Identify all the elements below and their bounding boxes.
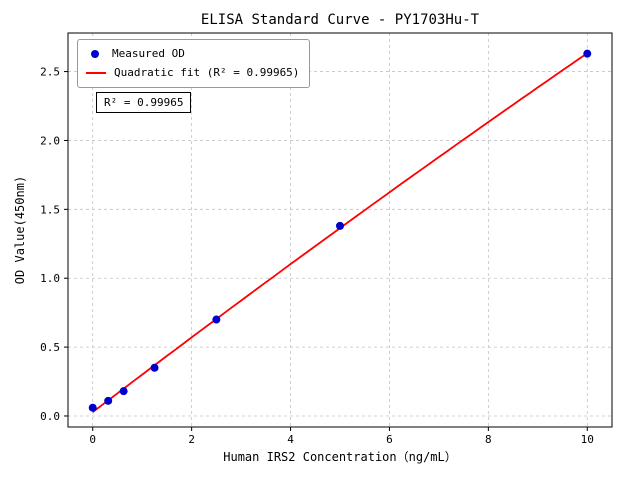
y-tick-label: 0.0	[40, 410, 60, 423]
legend-label-measured-od: Measured OD	[112, 47, 185, 60]
y-tick-label: 1.0	[40, 272, 60, 285]
x-tick-label: 6	[386, 433, 393, 446]
x-tick-label: 10	[581, 433, 594, 446]
measured-od-point	[88, 403, 97, 412]
r-squared-annotation: R² = 0.99965	[96, 92, 192, 113]
x-tick-label: 0	[89, 433, 96, 446]
measured-od-point	[150, 363, 159, 372]
x-tick-label: 2	[188, 433, 195, 446]
x-tick-label: 8	[485, 433, 492, 446]
plot-frame	[67, 32, 613, 428]
y-axis-label: OD Value(450nm)	[13, 175, 27, 285]
measured-od-point	[212, 315, 221, 324]
legend-label-quadratic-fit: Quadratic fit (R² = 0.99965)	[114, 65, 300, 79]
chart-title: ELISA Standard Curve - PY1703Hu-T	[200, 12, 480, 28]
measured-od-point	[104, 396, 113, 405]
y-tick-label: 0.5	[40, 341, 60, 354]
legend: Measured OD Quadratic fit (R² = 0.99965)	[77, 39, 311, 89]
scatter-marker-icon	[91, 50, 99, 59]
line-marker-icon	[86, 72, 106, 75]
x-tick-label: 4	[287, 433, 294, 446]
y-tick-label: 2.5	[40, 66, 60, 79]
legend-item-quadratic-fit: Quadratic fit (R² = 0.99965)	[86, 64, 299, 83]
measured-od-point	[336, 221, 344, 230]
x-axis-label: Human IRS2 Concentration（ng/mL）	[223, 450, 457, 464]
legend-item-measured-od: Measured OD	[86, 45, 299, 64]
y-tick-label: 1.5	[40, 203, 60, 216]
y-tick-label: 2.0	[40, 134, 60, 147]
measured-od-point	[583, 49, 592, 58]
measured-od-point	[119, 387, 128, 396]
